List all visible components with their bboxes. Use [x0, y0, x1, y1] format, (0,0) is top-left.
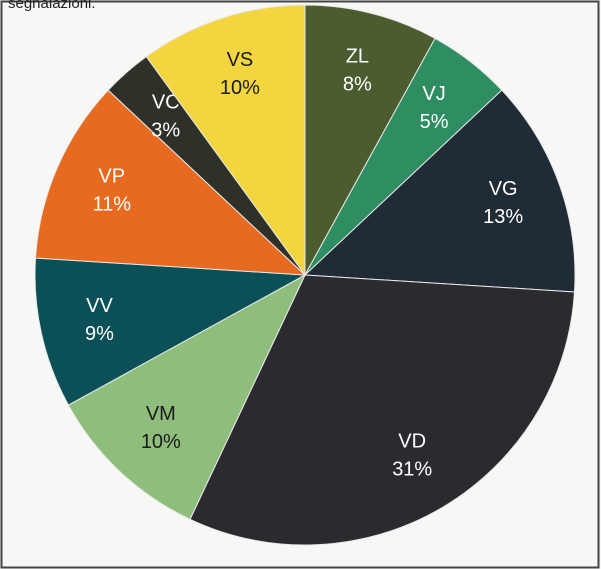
slice-label: VJ — [422, 83, 445, 105]
pie-slice — [35, 89, 307, 276]
slice-label: VM — [146, 403, 176, 425]
pie-slice — [67, 273, 307, 520]
slice-value-label: 5% — [420, 111, 449, 133]
slice-value-label: 10% — [141, 431, 181, 453]
slice-label: VD — [398, 431, 426, 453]
slice-value-label: 10% — [220, 77, 260, 99]
slice-value-label: 3% — [151, 119, 180, 141]
slice-label: VG — [489, 178, 518, 200]
pie-slice — [145, 4, 306, 277]
pie-slice — [303, 89, 576, 293]
slice-label: VS — [227, 49, 254, 71]
pie-slice — [34, 257, 307, 406]
slice-label: VP — [98, 166, 125, 188]
slice-value-label: 31% — [392, 459, 432, 481]
pie-slice — [304, 4, 436, 276]
slice-label: ZL — [346, 45, 369, 67]
slice-value-label: 11% — [92, 194, 131, 216]
slice-value-label: 13% — [483, 206, 523, 228]
pie-slice — [189, 274, 575, 546]
annotation: segnalazioni. — [8, 0, 96, 12]
slice-value-label: 8% — [343, 73, 372, 95]
slice-label: VV — [86, 295, 113, 317]
slice-label: VC — [152, 91, 180, 113]
slice-value-label: 9% — [85, 323, 114, 345]
